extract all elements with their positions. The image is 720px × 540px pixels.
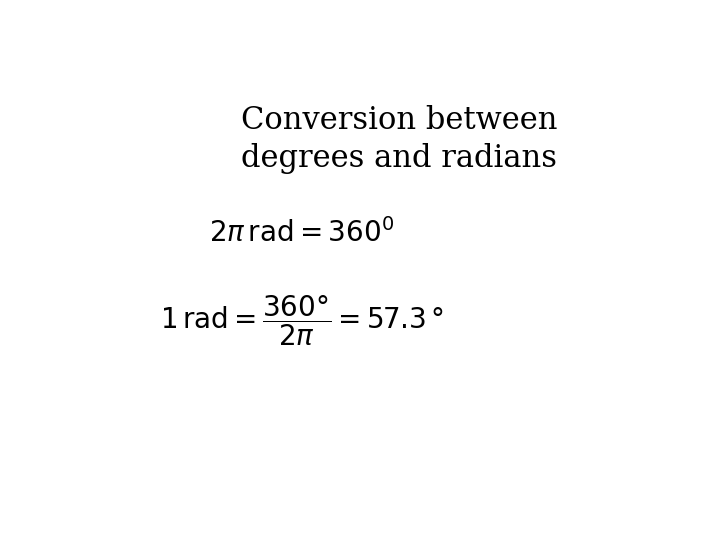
Text: $\mathrm{1\,rad} = \dfrac{360°}{2\pi} = 57.3\,°$: $\mathrm{1\,rad} = \dfrac{360°}{2\pi} = … (160, 293, 444, 348)
Text: $2\pi\,\mathrm{rad} = 360^0$: $2\pi\,\mathrm{rad} = 360^0$ (210, 218, 395, 248)
Text: Conversion between: Conversion between (240, 105, 557, 137)
Text: degrees and radians: degrees and radians (240, 143, 557, 174)
